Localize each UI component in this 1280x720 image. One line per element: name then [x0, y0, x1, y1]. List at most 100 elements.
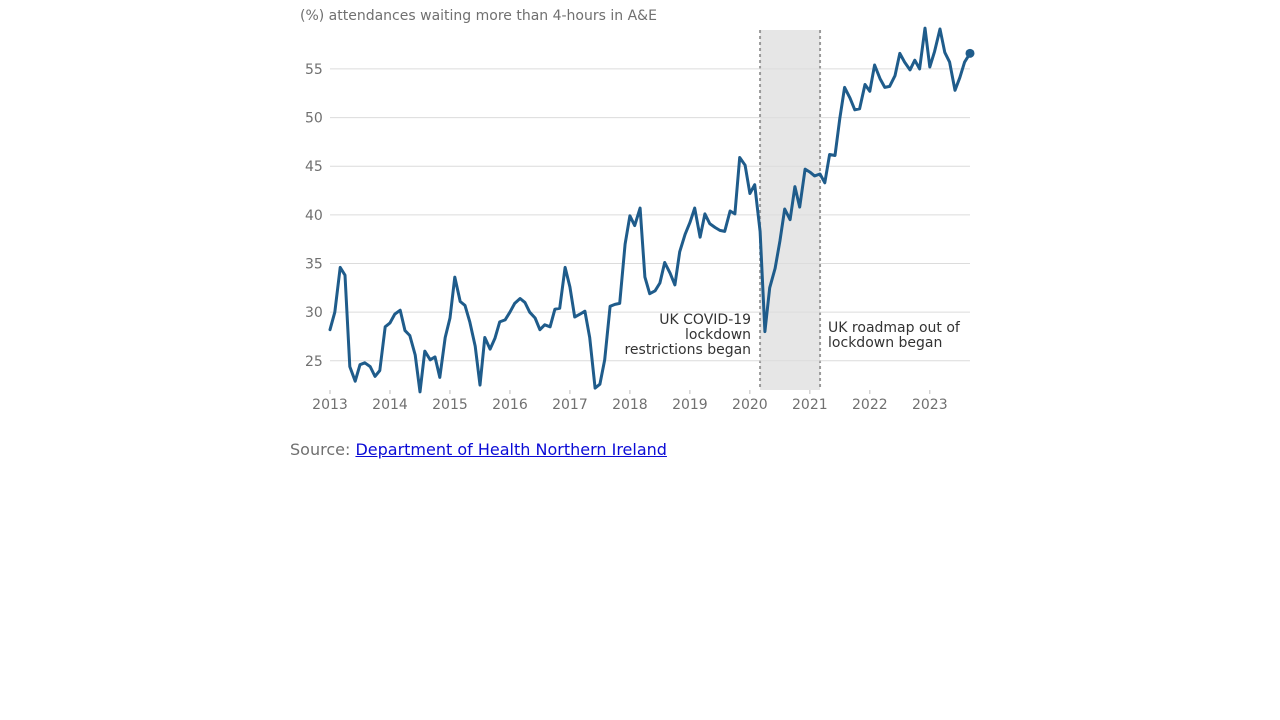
data-point	[633, 224, 636, 227]
data-point	[513, 302, 516, 305]
data-point	[718, 229, 721, 232]
x-tick-labels: 2013 2014 2015 2016 2017 2018 2019 2020 2021 2022…	[312, 390, 948, 413]
data-point	[913, 59, 916, 62]
data-point	[348, 365, 351, 368]
x-tick-label: 2018	[612, 397, 648, 413]
data-point	[359, 363, 362, 366]
data-point	[684, 233, 687, 236]
data-point	[543, 323, 546, 326]
data-point	[918, 68, 921, 71]
data-point	[594, 387, 597, 390]
data-point	[804, 168, 807, 171]
data-point	[389, 321, 392, 324]
data-point	[898, 52, 901, 55]
data-point	[759, 230, 762, 233]
data-point	[688, 221, 691, 224]
data-point	[648, 292, 651, 295]
data-point	[778, 240, 781, 243]
data-point	[644, 276, 647, 279]
data-point	[864, 83, 867, 86]
data-point	[333, 311, 336, 314]
x-tick-label: 2022	[852, 397, 888, 413]
annotation-lockdown-end: UK roadmap out of lockdown began	[828, 320, 961, 351]
data-point	[423, 350, 426, 353]
data-point	[603, 358, 606, 361]
data-point	[858, 107, 861, 110]
data-point	[789, 218, 792, 221]
data-point	[419, 391, 422, 394]
y-tick-label: 35	[305, 257, 323, 273]
data-point	[549, 325, 552, 328]
data-point	[369, 365, 372, 368]
x-tick-label: 2017	[552, 397, 588, 413]
data-point	[464, 304, 467, 307]
data-point	[404, 329, 407, 332]
data-point	[673, 284, 676, 287]
data-point	[438, 376, 441, 379]
data-point	[449, 317, 452, 320]
data-point	[838, 117, 841, 120]
data-point	[819, 173, 822, 176]
data-point	[558, 307, 561, 310]
data-point	[479, 384, 482, 387]
data-point	[399, 309, 402, 312]
data-point	[639, 207, 642, 210]
y-tick-label: 30	[305, 305, 323, 321]
data-point	[599, 383, 602, 386]
data-point	[494, 337, 497, 340]
data-point	[783, 208, 786, 211]
data-point	[813, 175, 816, 178]
annotation-lockdown-start: UK COVID-19 lockdown restrictions began	[624, 312, 751, 358]
data-point	[504, 319, 507, 322]
data-point	[753, 183, 756, 186]
data-point	[534, 317, 537, 320]
data-point	[339, 266, 342, 269]
y-tick-label: 40	[305, 208, 323, 224]
series-layer	[328, 26, 975, 394]
data-point	[834, 154, 837, 157]
data-point	[329, 328, 332, 331]
data-point	[738, 156, 741, 159]
data-point	[654, 289, 657, 292]
annotation-start-line: lockdown	[685, 327, 751, 343]
data-point	[729, 210, 732, 213]
x-tick-label: 2023	[912, 397, 948, 413]
series-line	[328, 26, 972, 394]
data-point	[669, 272, 672, 275]
data-point	[629, 214, 632, 217]
x-tick-label: 2013	[312, 397, 348, 413]
data-point	[703, 212, 706, 215]
annotation-start-line: UK COVID-19	[659, 312, 751, 328]
data-point	[744, 164, 747, 167]
data-point	[354, 380, 357, 383]
data-point	[564, 266, 567, 269]
data-point	[474, 345, 477, 348]
data-point	[763, 330, 766, 333]
data-point	[723, 230, 726, 233]
data-point	[843, 86, 846, 89]
data-point	[408, 334, 411, 337]
source-link[interactable]: Department of Health Northern Ireland	[355, 440, 667, 459]
data-point	[393, 313, 396, 316]
data-point	[573, 316, 576, 319]
x-tick-label: 2021	[792, 397, 828, 413]
data-point	[708, 222, 711, 225]
data-point	[414, 354, 417, 357]
data-point	[939, 28, 942, 31]
data-point	[879, 77, 882, 80]
data-point	[928, 66, 931, 69]
data-point	[509, 311, 512, 314]
data-point	[954, 89, 957, 92]
y-tick-label: 50	[305, 111, 323, 127]
source-line: Source: Department of Health Northern Ir…	[290, 440, 667, 459]
y-tick-label: 25	[305, 354, 323, 370]
data-point	[933, 50, 936, 53]
data-point	[569, 285, 572, 288]
data-point	[519, 297, 522, 300]
data-point	[868, 90, 871, 93]
data-point	[748, 192, 751, 195]
data-point	[849, 97, 852, 100]
data-point	[948, 61, 951, 64]
data-point	[378, 369, 381, 372]
data-point	[828, 153, 831, 156]
